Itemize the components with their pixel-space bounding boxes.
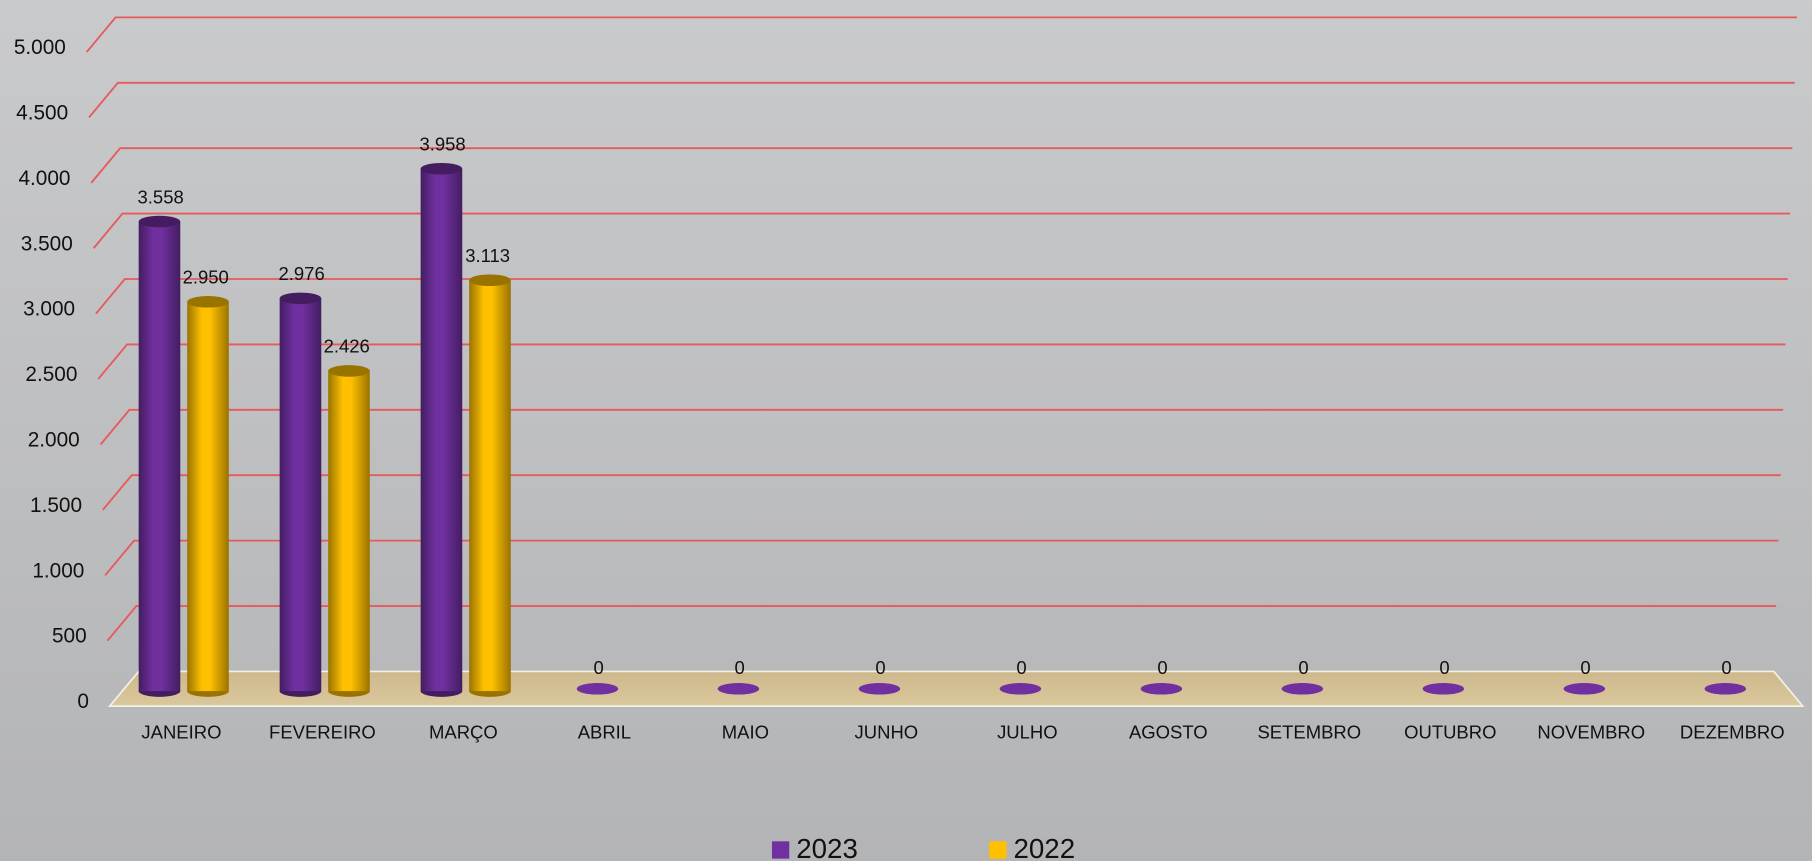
value-label: 2.426 (324, 336, 370, 357)
x-tick-label: AGOSTO (1129, 722, 1208, 743)
bar (138, 215, 181, 697)
legend-swatch (989, 841, 1007, 859)
grid-line (99, 408, 1784, 446)
y-tick-label: 4.500 (16, 101, 68, 124)
grid-line (88, 81, 1795, 119)
legend-swatch (771, 841, 790, 859)
bar (999, 683, 1042, 695)
bar-top (328, 365, 370, 377)
bar (420, 162, 463, 697)
x-tick-label: OUTUBRO (1404, 722, 1496, 743)
bar (328, 365, 370, 697)
y-tick-label: 1.500 (30, 494, 82, 517)
y-tick-label: 4.000 (18, 167, 70, 190)
grid-line (104, 539, 1779, 576)
bar-body (420, 168, 463, 692)
value-label: 0 (1721, 657, 1731, 678)
y-tick-label: 2.000 (28, 429, 80, 452)
value-label: 2.976 (279, 263, 325, 284)
grid-line (102, 474, 1781, 511)
bar-flat (858, 683, 901, 695)
bar-flat (1281, 683, 1324, 695)
bar (1563, 683, 1606, 695)
x-tick-label: DEZEMBRO (1680, 722, 1785, 743)
y-tick-label: 0 (77, 690, 89, 713)
bar-flat (1140, 683, 1183, 695)
y-tick-label: 500 (52, 625, 87, 648)
grid-line (95, 278, 1788, 315)
value-label: 3.113 (465, 245, 510, 266)
bar-flat (1704, 683, 1747, 695)
x-tick-label: SETEMBRO (1257, 722, 1361, 743)
bar (469, 274, 511, 697)
bar-flat (1563, 683, 1606, 695)
value-label: 0 (1298, 657, 1308, 678)
bar (1422, 683, 1465, 695)
value-label: 0 (1157, 657, 1167, 678)
bar-flat (717, 683, 760, 695)
bar-body (138, 221, 181, 692)
bar-body (187, 301, 229, 692)
y-tick-label: 3.000 (23, 298, 75, 321)
bar-flat (999, 683, 1042, 695)
bar-top (279, 292, 322, 305)
value-label: 2.950 (183, 267, 229, 288)
x-tick-label: JANEIRO (141, 722, 221, 743)
legend-label: 2023 (796, 833, 858, 861)
value-label: 3.558 (138, 186, 184, 207)
value-label: 0 (875, 657, 885, 678)
x-tick-label: JUNHO (855, 722, 919, 743)
legend-label: 2022 (1013, 833, 1075, 861)
x-tick-label: MARÇO (429, 722, 498, 743)
x-tick-label: NOVEMBRO (1537, 722, 1645, 743)
bar (858, 683, 901, 695)
y-tick-label: 2.500 (25, 363, 77, 386)
x-tick-label: FEVEREIRO (269, 722, 376, 743)
bar (1140, 683, 1183, 695)
value-label: 0 (1580, 657, 1590, 678)
bar (717, 683, 760, 695)
value-label: 0 (1439, 657, 1449, 678)
value-label: 0 (593, 657, 603, 678)
grid-line (90, 147, 1793, 184)
bar-flat (1422, 683, 1465, 695)
grid-line (106, 605, 1777, 642)
bar-flat (576, 683, 619, 695)
bar (576, 683, 619, 695)
bar-body (279, 298, 322, 692)
bar-top (187, 295, 229, 308)
bar (279, 292, 322, 697)
bar (1281, 683, 1324, 695)
x-tick-label: MAIO (722, 722, 769, 743)
y-tick-label: 5.000 (14, 36, 66, 59)
bar-body (328, 370, 370, 692)
x-tick-label: ABRIL (578, 722, 631, 743)
bar-top (138, 215, 181, 228)
grid-line (97, 343, 1786, 380)
y-tick-label: 1.000 (32, 559, 84, 582)
grid-line (92, 212, 1791, 249)
value-label: 0 (1016, 657, 1026, 678)
bar (187, 295, 229, 697)
bar-top (469, 274, 511, 287)
y-tick-label: 3.500 (21, 232, 73, 255)
grid-line (85, 16, 1797, 53)
bar (1704, 683, 1747, 695)
value-label: 0 (734, 657, 744, 678)
floor (107, 670, 1805, 707)
x-tick-label: JULHO (997, 722, 1058, 743)
value-label: 3.958 (419, 134, 465, 155)
bar-body (469, 280, 511, 692)
bar-top (420, 162, 463, 175)
